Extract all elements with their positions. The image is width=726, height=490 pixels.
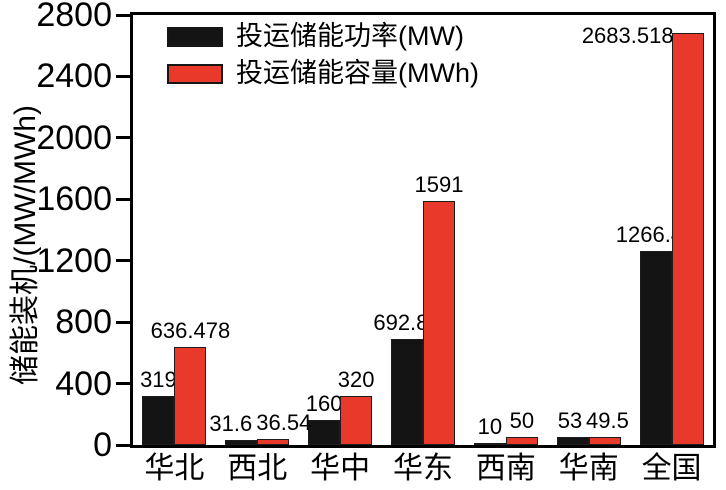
- y-tick-mark: [116, 443, 130, 447]
- y-tick-label: 400: [55, 364, 112, 403]
- y-tick-label: 1200: [36, 241, 112, 280]
- bar-capacity-0: [174, 347, 207, 445]
- bar-power-2: [308, 420, 341, 445]
- bar-value-label: 636.478: [150, 318, 231, 344]
- bar-power-0: [142, 396, 175, 445]
- legend-label-power: 投运储能功率(MW): [236, 21, 464, 51]
- x-tick-label: 全国: [641, 452, 702, 485]
- bar-capacity-4: [505, 437, 538, 445]
- x-tick-label: 华中: [310, 452, 371, 485]
- legend-item-capacity: 投运储能容量(MWh): [167, 55, 479, 92]
- legend-item-power: 投运储能功率(MW): [167, 18, 479, 55]
- bar-power-5: [556, 436, 589, 445]
- legend-swatch-capacity: [167, 63, 223, 84]
- bar-power-6: [639, 250, 672, 445]
- bar-value-label: 10: [477, 414, 503, 440]
- y-tick-mark: [116, 259, 130, 263]
- y-tick-mark: [116, 74, 130, 78]
- y-tick-mark: [116, 136, 130, 140]
- bar-power-4: [473, 443, 506, 445]
- y-tick-label: 800: [55, 303, 112, 342]
- bar-value-label: 160: [305, 391, 343, 417]
- bar-value-label: 320: [337, 366, 375, 392]
- bar-power-1: [225, 440, 258, 445]
- bar-capacity-3: [423, 200, 455, 445]
- bar-value-label: 2683.518: [581, 22, 674, 48]
- y-tick-mark: [116, 197, 130, 201]
- x-tick-label: 华北: [144, 452, 205, 485]
- bar-value-label: 50: [509, 408, 535, 434]
- bar-capacity-6: [671, 32, 704, 445]
- bar-value-label: 49.5: [586, 408, 629, 434]
- x-tick-label: 西北: [227, 452, 288, 485]
- bar-value-label: 53: [557, 407, 583, 433]
- bar-capacity-5: [588, 437, 621, 445]
- legend: 投运储能功率(MW) 投运储能容量(MWh): [167, 18, 479, 92]
- bar-capacity-1: [257, 439, 290, 445]
- y-tick-label: 2000: [36, 118, 112, 157]
- x-tick-label: 西南: [475, 452, 536, 485]
- bar-value-label: 319: [140, 367, 177, 393]
- y-tick-label: 0: [93, 426, 112, 464]
- legend-swatch-power: [167, 26, 223, 47]
- bar-power-3: [391, 338, 423, 445]
- y-tick-mark: [116, 13, 130, 17]
- y-tick-mark: [116, 320, 130, 324]
- y-tick-label: 2800: [36, 0, 112, 34]
- y-tick-label: 1600: [36, 180, 112, 219]
- y-tick-label: 2400: [36, 57, 112, 96]
- y-tick-mark: [116, 382, 130, 386]
- legend-label-capacity: 投运储能容量(MWh): [236, 58, 479, 88]
- x-tick-label: 华东: [393, 452, 453, 485]
- plot-area: 319 31.6 160 692.83 10 53 1266.43 636.478 36.54 3…: [130, 12, 716, 448]
- bar-value-label: 1591: [414, 171, 464, 197]
- x-tick-label: 华南: [558, 452, 619, 485]
- bar-capacity-2: [340, 395, 373, 445]
- bar-value-label: 31.6: [209, 411, 253, 437]
- bar-value-label: 36.54: [256, 410, 312, 436]
